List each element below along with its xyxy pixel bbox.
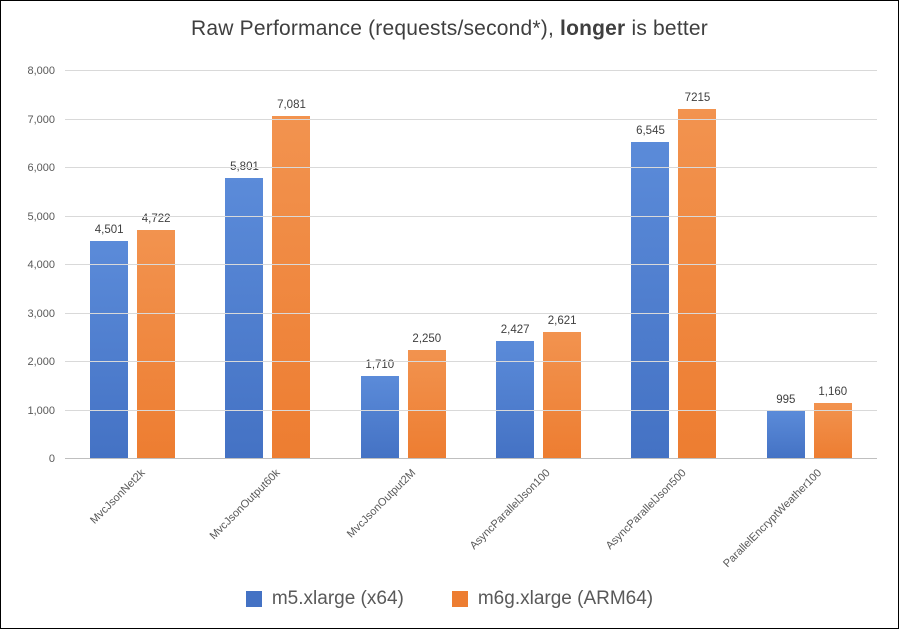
plot-area: 4,501 4,722 MvcJsonNet2k 5,801 7,081 MvcJsonO… — [27, 65, 877, 570]
gridline — [65, 215, 877, 217]
bar: 2,250 — [407, 333, 446, 459]
legend-swatch-m5-icon — [245, 591, 262, 607]
bar: 4,722 — [137, 213, 176, 459]
gridline — [65, 70, 877, 71]
bar-group: 4,501 4,722 MvcJsonNet2k — [88, 71, 176, 526]
value-label: 4,501 — [94, 223, 124, 236]
y-axis-tick-label: 4,000 — [27, 259, 55, 271]
y-axis-tick-label: 8,000 — [27, 65, 55, 77]
legend: m5.xlarge (x64) m6g.xlarge (ARM64) — [1, 588, 898, 610]
x-axis-category-label: AsyncParallelJson100 — [468, 467, 554, 553]
x-axis-category-label: ParallelEncryptWeather100 — [720, 467, 824, 571]
bar: 1,710 — [360, 359, 399, 459]
bar-group: 2,427 2,621 AsyncParallelJson100 — [468, 71, 582, 552]
legend-label-m5: m5.xlarge (x64) — [271, 588, 404, 609]
x-axis-category-label: MvcJsonOutput2M — [344, 467, 418, 541]
value-label: 1,160 — [818, 385, 848, 398]
legend-item-m6g: m6g.xlarge (ARM64) — [451, 588, 654, 610]
bar: 1,160 — [813, 386, 852, 459]
chart-title: Raw Performance (requests/second*), long… — [1, 17, 898, 41]
bar: 4,501 — [90, 224, 129, 459]
legend-label-m6g: m6g.xlarge (ARM64) — [477, 588, 654, 609]
bar-group: 5,801 7,081 MvcJsonOutput60k — [207, 71, 311, 542]
bar: 6,545 — [631, 125, 670, 459]
x-axis-category-label: AsyncParallelJson500 — [603, 467, 689, 553]
x-axis-line — [65, 458, 877, 459]
bar: 5,801 — [225, 161, 264, 459]
bar: 7215 — [678, 92, 717, 459]
bar-group: 995 1,160 ParallelEncryptWeather100 — [721, 71, 852, 570]
chart-title-prefix: Raw Performance (requests/second*), — [191, 17, 561, 40]
gridline — [65, 264, 877, 265]
gridline — [65, 409, 877, 411]
y-axis-tick-label: 3,000 — [27, 307, 55, 320]
gridline — [65, 118, 877, 120]
bar: 2,621 — [543, 315, 582, 459]
value-label: 7,081 — [277, 98, 306, 111]
value-label: 2,621 — [547, 314, 577, 327]
gridline — [65, 312, 877, 314]
y-axis-tick-label: 7,000 — [27, 113, 55, 126]
y-axis-tick-label: 6,000 — [27, 162, 55, 174]
x-axis-category-label: MvcJsonOutput60k — [207, 467, 283, 543]
chart-title-bold-word: longer — [560, 17, 626, 40]
x-axis-category-label: MvcJsonNet2k — [87, 467, 148, 527]
bar: 7,081 — [272, 99, 311, 459]
value-label: 7215 — [684, 92, 711, 105]
legend-swatch-m6g-icon — [451, 591, 468, 607]
y-axis-tick-label: 5,000 — [27, 210, 55, 223]
bar: 995 — [766, 394, 805, 459]
value-label: 2,427 — [500, 324, 530, 337]
bar-group: 1,710 2,250 MvcJsonOutput2M — [344, 71, 446, 540]
gridline — [65, 167, 877, 168]
value-label: 995 — [776, 393, 796, 406]
value-label: 6,545 — [636, 124, 665, 137]
value-label: 2,250 — [412, 332, 442, 345]
y-axis-tick-label: 2,000 — [27, 356, 55, 368]
value-label: 5,801 — [230, 160, 259, 173]
bars-layer: 4,501 4,722 MvcJsonNet2k 5,801 7,081 MvcJsonO… — [65, 71, 877, 570]
value-label: 1,710 — [365, 359, 395, 372]
chart-title-suffix: is better — [625, 17, 708, 40]
y-axis-tick-label: 1,000 — [27, 404, 55, 417]
y-axis-tick-label: 0 — [48, 453, 55, 465]
bar: 2,427 — [496, 324, 535, 459]
bar-group: 6,545 7215 AsyncParallelJson500 — [603, 71, 717, 552]
legend-item-m5: m5.xlarge (x64) — [245, 588, 404, 610]
gridline — [65, 361, 877, 362]
